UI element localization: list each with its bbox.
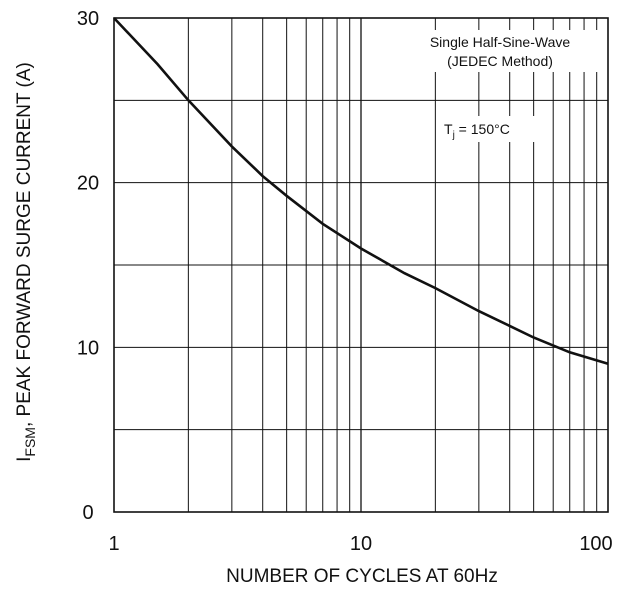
y-tick-label: 30 (77, 8, 99, 30)
y-tick-label: 0 (82, 502, 93, 524)
y-axis-title: IFSM, PEAK FORWARD SURGE CURRENT (A) (14, 62, 38, 462)
grid (114, 18, 608, 512)
y-tick-label: 10 (77, 337, 99, 359)
annotation-method: (JEDEC Method) (447, 53, 553, 69)
x-tick-label: 100 (579, 533, 612, 555)
y-axis-title-rest: , PEAK FORWARD SURGE CURRENT (A) (14, 62, 35, 427)
annotation-junction-temp: Tj = 150°C (444, 121, 510, 141)
plot-frame (113, 17, 609, 513)
y-axis-title-main: I (14, 457, 35, 462)
annotation-waveform: Single Half-Sine-Wave (430, 34, 571, 50)
tj-rest: = 150°C (455, 121, 510, 137)
tj-annotation-background (440, 116, 550, 142)
x-tick-label: 10 (350, 533, 372, 555)
x-axis-title: NUMBER OF CYCLES AT 60Hz (226, 566, 498, 587)
tj-main: T (444, 121, 453, 137)
surge-current-curve (113, 17, 609, 366)
y-tick-labels: 0 10 20 30 (77, 8, 99, 524)
y-axis-title-sub: FSM (22, 427, 38, 457)
y-tick-label: 20 (77, 173, 99, 195)
x-tick-labels: 1 10 100 (108, 533, 612, 555)
annotation-background (404, 30, 600, 72)
tj-sub: j (452, 130, 455, 141)
x-tick-label: 1 (108, 533, 119, 555)
